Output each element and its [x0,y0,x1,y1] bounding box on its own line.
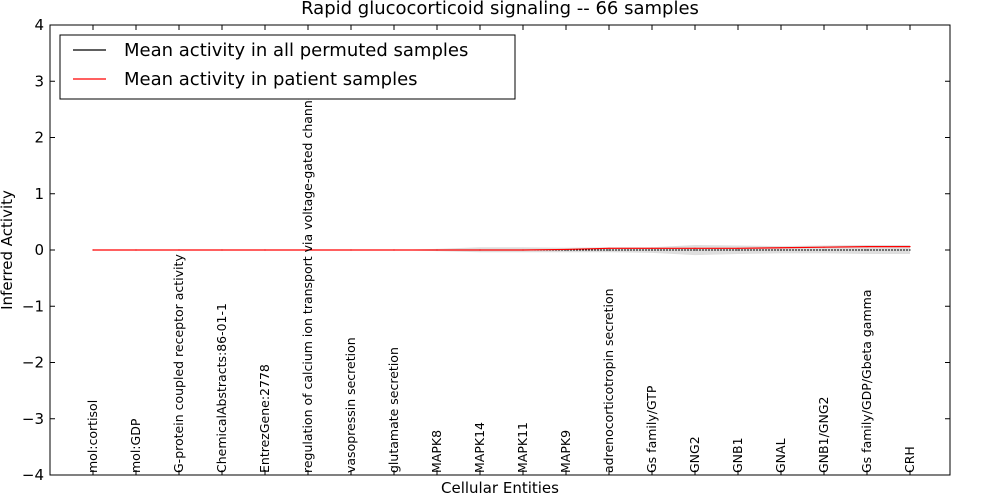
series-patient-point [479,249,481,251]
y-tick-label: 2 [34,129,44,147]
series-patient-point [608,247,610,249]
series-patient-point [178,249,180,251]
series-patient-point [264,249,266,251]
x-tick-label: regulation of calcium ion transport via … [300,89,315,473]
x-tick-label: vasopressin secretion [343,337,358,473]
x-tick-label: CRH [902,446,917,473]
y-tick-label: −3 [22,410,44,428]
x-axis: mol:cortisol mol:GDP G-protein coupled rec… [85,25,917,475]
x-tick-label: G-protein coupled receptor activity [171,254,186,473]
y-axis: 4 3 2 1 0 −1 −2 −3 −4 [22,16,950,484]
y-tick-label: 4 [34,16,44,34]
x-tick-label: Gs family/GTP [644,385,659,473]
series-patient-point [92,249,94,251]
series-patient-point [522,249,524,251]
series-patient-point [565,248,567,251]
plot-area [49,24,951,476]
y-tick-label: 3 [34,72,44,90]
x-tick-label: adrenocorticotropin secretion [601,288,616,473]
legend: Mean activity in all permuted samples Me… [59,34,516,100]
series-patient-point [436,249,438,251]
series-patient-point [737,247,739,249]
series-permuted-point [737,249,739,251]
series-permuted-point [823,249,825,251]
x-tick-label: EntrezGene:2778 [257,364,272,473]
x-tick-label: GNG2 [687,436,702,473]
series-permuted-point [651,249,653,251]
series-permuted-point [780,249,782,251]
legend-label-permuted: Mean activity in all permuted samples [124,40,468,61]
x-tick-label: mol:GDP [128,418,143,473]
x-tick-label: ChemicalAbstracts:86-01-1 [214,303,229,473]
series-permuted-point [866,249,868,251]
series-patient-point [393,249,395,251]
x-tick-label: MAPK8 [429,430,444,473]
y-axis-label: Inferred Activity [0,190,16,310]
x-tick-label: GNAL [773,438,788,473]
series-patient-line [93,246,910,251]
chart-title: Rapid glucocorticoid signaling -- 66 sam… [301,0,699,19]
series-patient-point [221,249,223,251]
series-layer [92,246,911,251]
legend-frame [59,34,516,100]
series-permuted-point [909,249,911,251]
x-tick-label: GNB1/GNG2 [816,397,831,473]
x-tick-label: glutamate secretion [386,347,401,473]
series-patient-point [307,249,309,251]
x-tick-label: Gs family/GDP/Gbeta gamma [859,290,874,473]
y-tick-label: 1 [34,185,44,203]
series-patient-point [135,249,137,251]
x-tick-label: mol:cortisol [85,400,100,473]
y-tick-label: −1 [22,297,44,315]
x-tick-label: MAPK11 [515,422,530,473]
y-tick-label: −2 [22,354,44,372]
y-tick-label: −4 [22,466,44,484]
series-patient-point [651,247,653,249]
x-tick-label: MAPK14 [472,422,487,473]
series-permuted-point [608,249,610,251]
series-patient-point [823,246,825,248]
x-tick-label: MAPK9 [558,430,573,473]
series-patient-point [909,246,911,248]
legend-label-patient: Mean activity in patient samples [124,69,418,90]
series-patient-point [780,247,782,249]
series-permuted-point [694,249,696,251]
series-patient-point [866,246,868,248]
x-tick-label: GNB1 [730,437,745,473]
series-patient-point [350,249,352,251]
x-axis-label: Cellular Entities [441,479,559,497]
y-tick-label: 0 [34,241,44,259]
series-patient-point [694,247,696,249]
